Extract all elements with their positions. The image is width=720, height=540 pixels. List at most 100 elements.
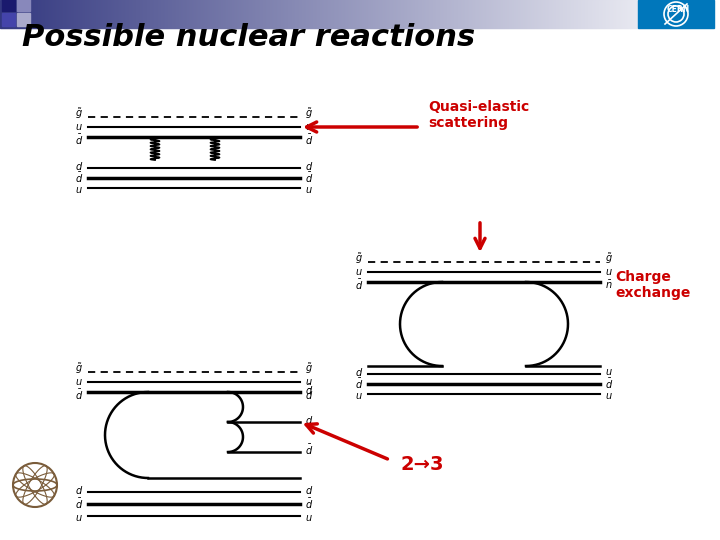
Bar bbox=[375, 0, 376, 28]
Bar bbox=[54, 0, 55, 28]
Bar bbox=[405, 0, 406, 28]
Bar bbox=[206, 0, 207, 28]
Bar bbox=[525, 0, 526, 28]
Bar bbox=[484, 0, 485, 28]
Bar bbox=[511, 0, 512, 28]
Bar bbox=[398, 0, 399, 28]
Bar bbox=[143, 0, 144, 28]
Bar bbox=[195, 0, 196, 28]
Bar bbox=[685, 0, 686, 28]
Bar bbox=[586, 0, 587, 28]
Bar bbox=[578, 0, 579, 28]
Text: $\bar{d}$: $\bar{d}$ bbox=[75, 497, 83, 511]
Bar bbox=[357, 0, 358, 28]
Bar bbox=[642, 0, 643, 28]
Bar bbox=[216, 0, 217, 28]
Bar bbox=[42, 0, 43, 28]
Bar bbox=[91, 0, 92, 28]
Bar bbox=[378, 0, 379, 28]
Bar bbox=[706, 0, 707, 28]
Bar bbox=[353, 0, 354, 28]
Bar bbox=[411, 0, 412, 28]
Bar bbox=[352, 0, 353, 28]
Bar bbox=[581, 0, 582, 28]
Bar bbox=[27, 0, 28, 28]
Bar bbox=[540, 0, 541, 28]
Bar bbox=[95, 0, 96, 28]
Bar bbox=[276, 0, 277, 28]
Bar bbox=[520, 0, 521, 28]
Bar bbox=[236, 0, 237, 28]
Bar bbox=[502, 0, 503, 28]
Bar bbox=[126, 0, 127, 28]
Bar bbox=[214, 0, 215, 28]
Text: Charge
exchange: Charge exchange bbox=[615, 270, 690, 300]
Bar bbox=[263, 0, 264, 28]
Bar bbox=[366, 0, 367, 28]
Text: $\bar{d}$: $\bar{d}$ bbox=[305, 497, 313, 511]
Bar bbox=[544, 0, 545, 28]
Bar bbox=[701, 0, 702, 28]
Bar bbox=[168, 0, 169, 28]
Bar bbox=[355, 0, 356, 28]
Bar bbox=[234, 0, 235, 28]
Bar bbox=[155, 0, 156, 28]
Bar bbox=[173, 0, 174, 28]
Bar bbox=[393, 0, 394, 28]
Text: CERN: CERN bbox=[667, 4, 690, 14]
Bar bbox=[220, 0, 221, 28]
Bar bbox=[193, 0, 194, 28]
Bar bbox=[607, 0, 608, 28]
Bar bbox=[290, 0, 291, 28]
Bar bbox=[648, 0, 649, 28]
Bar bbox=[305, 0, 306, 28]
Bar bbox=[494, 0, 495, 28]
Bar bbox=[569, 0, 570, 28]
Text: 2→3: 2→3 bbox=[400, 455, 444, 474]
Bar bbox=[699, 0, 700, 28]
Bar bbox=[283, 0, 284, 28]
Bar bbox=[21, 0, 22, 28]
Bar bbox=[614, 0, 615, 28]
Bar bbox=[289, 0, 290, 28]
Bar bbox=[480, 0, 481, 28]
Bar bbox=[397, 0, 398, 28]
Bar bbox=[401, 0, 402, 28]
Bar bbox=[107, 0, 108, 28]
Bar bbox=[513, 0, 514, 28]
Bar bbox=[705, 0, 706, 28]
Text: $\tilde{g}$: $\tilde{g}$ bbox=[75, 106, 83, 122]
Bar bbox=[68, 0, 69, 28]
Bar bbox=[697, 0, 698, 28]
Bar bbox=[25, 0, 26, 28]
Bar bbox=[562, 0, 563, 28]
Bar bbox=[664, 0, 665, 28]
Bar bbox=[396, 0, 397, 28]
Bar bbox=[280, 0, 281, 28]
Bar bbox=[266, 0, 267, 28]
Bar bbox=[162, 0, 163, 28]
Bar bbox=[330, 0, 331, 28]
Bar bbox=[556, 0, 557, 28]
Bar bbox=[256, 0, 257, 28]
Bar bbox=[265, 0, 266, 28]
Bar bbox=[134, 0, 135, 28]
Bar bbox=[348, 0, 349, 28]
Bar bbox=[438, 0, 439, 28]
Bar bbox=[644, 0, 645, 28]
Bar bbox=[399, 0, 400, 28]
Bar bbox=[38, 0, 39, 28]
Bar bbox=[98, 0, 99, 28]
Bar bbox=[230, 0, 231, 28]
Bar bbox=[278, 0, 279, 28]
Bar bbox=[563, 0, 564, 28]
Bar bbox=[340, 0, 341, 28]
Bar bbox=[668, 0, 669, 28]
Bar bbox=[606, 0, 607, 28]
Bar bbox=[250, 0, 251, 28]
Bar bbox=[654, 0, 655, 28]
Bar bbox=[588, 0, 589, 28]
Bar bbox=[323, 0, 324, 28]
Bar bbox=[376, 0, 377, 28]
Bar bbox=[320, 0, 321, 28]
